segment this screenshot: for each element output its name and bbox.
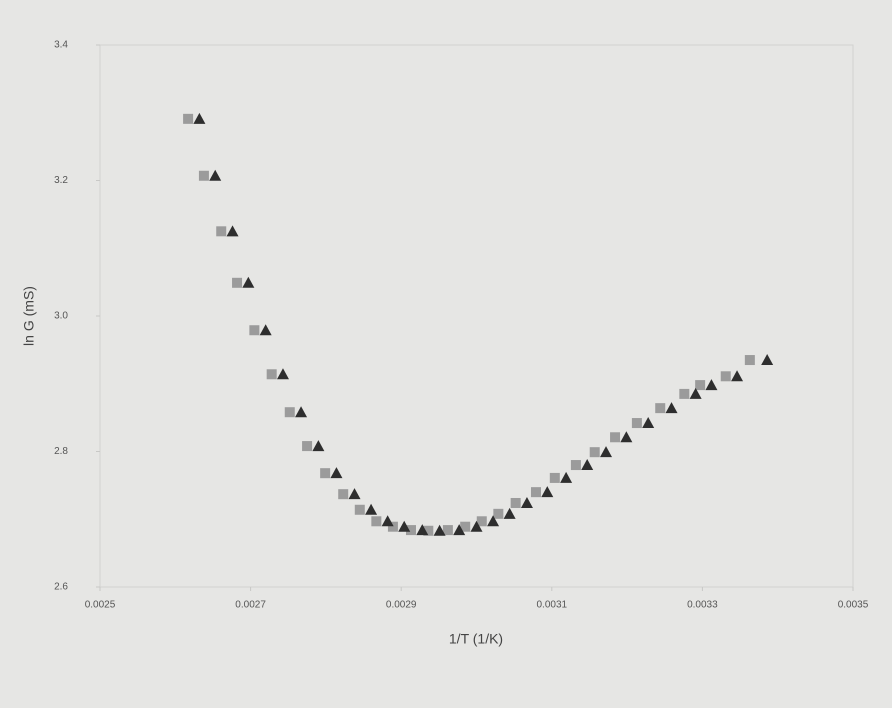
triangle-marker — [433, 524, 446, 536]
triangle-marker — [581, 459, 594, 471]
triangle-marker — [487, 515, 500, 527]
triangle-marker — [731, 370, 744, 382]
triangle-marker — [348, 488, 361, 500]
x-tick-label: 0.0029 — [386, 600, 417, 611]
square-marker — [442, 525, 453, 536]
x-tick-label: 0.0027 — [235, 600, 266, 611]
triangle-marker — [470, 520, 483, 532]
y-tick-label: 3.4 — [54, 40, 68, 51]
triangle-marker — [398, 520, 411, 532]
square-marker — [720, 371, 731, 382]
triangle-marker — [209, 169, 222, 181]
triangle-marker — [242, 276, 255, 288]
y-tick-label: 3.0 — [54, 311, 68, 322]
triangle-marker — [761, 354, 774, 366]
square-marker — [232, 277, 243, 288]
square-marker — [589, 447, 600, 458]
triangle-marker — [226, 225, 239, 237]
triangle-marker — [312, 440, 325, 452]
square-marker — [405, 525, 416, 536]
y-tick-label: 3.2 — [54, 175, 68, 186]
square-marker — [183, 113, 194, 124]
square-marker — [549, 472, 560, 483]
square-marker — [695, 380, 706, 391]
triangle-marker — [381, 515, 394, 527]
square-marker — [610, 432, 621, 443]
triangle-marker — [620, 431, 633, 443]
triangle-marker — [193, 112, 206, 124]
triangle-marker — [295, 406, 308, 418]
y-axis-title: ln G (mS) — [21, 286, 37, 346]
square-marker — [338, 489, 349, 500]
square-marker — [476, 516, 487, 527]
square-marker — [655, 403, 666, 414]
square-marker — [530, 487, 541, 498]
triangle-marker — [560, 471, 573, 483]
square-marker — [320, 468, 331, 479]
square-marker — [266, 369, 277, 380]
triangle-marker — [642, 417, 655, 429]
x-tick-label: 0.0033 — [687, 600, 718, 611]
x-tick-label: 0.0031 — [537, 600, 568, 611]
triangle-marker — [705, 379, 718, 391]
square-marker — [631, 418, 642, 429]
square-marker — [460, 521, 471, 532]
square-marker — [354, 504, 365, 515]
x-tick-label: 0.0035 — [838, 600, 869, 611]
square-marker — [198, 170, 209, 181]
y-tick-label: 2.6 — [54, 582, 68, 593]
square-marker — [249, 325, 260, 336]
square-marker — [284, 407, 295, 418]
square-marker — [570, 460, 581, 471]
triangle-marker — [600, 446, 613, 458]
triangle-marker — [520, 496, 533, 508]
triangle-marker — [276, 368, 289, 380]
triangle-marker — [416, 524, 429, 536]
triangle-marker — [503, 507, 516, 519]
square-marker — [387, 521, 398, 532]
square-marker — [493, 508, 504, 519]
triangle-marker — [259, 324, 272, 336]
square-marker — [423, 525, 434, 536]
triangle-marker — [453, 524, 466, 536]
triangle-marker — [541, 486, 554, 498]
triangle-marker — [365, 503, 378, 515]
x-axis-title: 1/T (1/K) — [449, 631, 503, 647]
square-marker — [371, 516, 382, 527]
square-marker — [216, 226, 227, 237]
triangle-marker — [689, 387, 702, 399]
y-tick-label: 2.8 — [54, 446, 68, 457]
square-marker — [302, 441, 313, 452]
triangle-marker — [665, 402, 678, 414]
x-tick-label: 0.0025 — [85, 600, 116, 611]
square-marker — [510, 497, 521, 508]
square-marker — [744, 355, 755, 366]
square-marker — [679, 388, 690, 399]
triangle-marker — [330, 467, 343, 479]
